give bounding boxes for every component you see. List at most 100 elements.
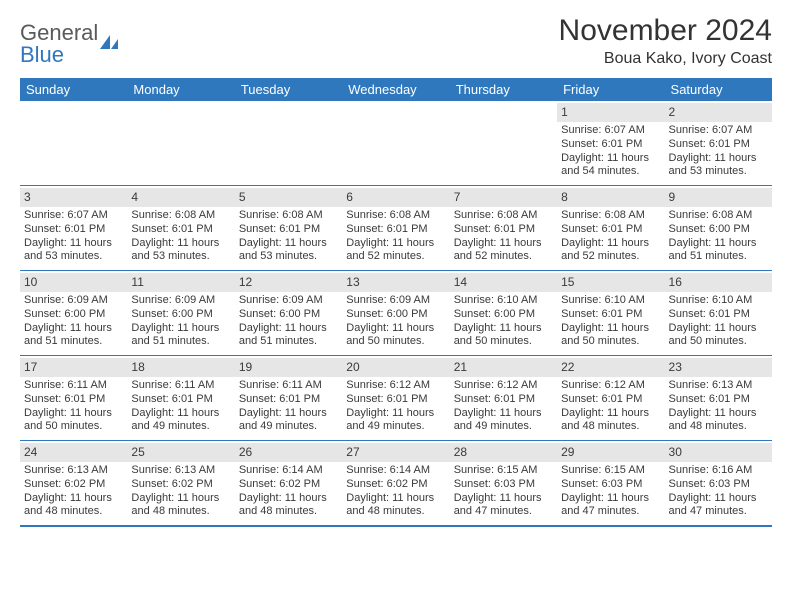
daylight-line: Daylight: 11 hours and 47 minutes. [561,492,660,520]
calendar-cell: 17Sunrise: 6:11 AMSunset: 6:01 PMDayligh… [20,356,127,441]
sunset-line: Sunset: 6:01 PM [669,393,768,407]
calendar-row: 3Sunrise: 6:07 AMSunset: 6:01 PMDaylight… [20,186,772,271]
calendar-cell: 30Sunrise: 6:16 AMSunset: 6:03 PMDayligh… [665,441,772,527]
daylight-line: Daylight: 11 hours and 52 minutes. [346,237,445,265]
sunset-line: Sunset: 6:00 PM [239,308,338,322]
sunrise-line: Sunrise: 6:08 AM [669,209,768,223]
calendar-cell: 2Sunrise: 6:07 AMSunset: 6:01 PMDaylight… [665,101,772,186]
sunrise-line: Sunrise: 6:13 AM [669,379,768,393]
sunrise-line: Sunrise: 6:07 AM [669,124,768,138]
page-title: November 2024 [559,14,772,48]
daylight-line: Daylight: 11 hours and 48 minutes. [561,407,660,435]
sunset-line: Sunset: 6:00 PM [24,308,123,322]
sunset-line: Sunset: 6:01 PM [346,393,445,407]
day-number: 1 [557,103,664,122]
calendar-cell: 28Sunrise: 6:15 AMSunset: 6:03 PMDayligh… [450,441,557,527]
sunrise-line: Sunrise: 6:10 AM [561,294,660,308]
day-number: 3 [20,188,127,207]
sunset-line: Sunset: 6:01 PM [561,393,660,407]
day-number: 7 [450,188,557,207]
sunrise-line: Sunrise: 6:14 AM [346,464,445,478]
calendar-cell: 26Sunrise: 6:14 AMSunset: 6:02 PMDayligh… [235,441,342,527]
calendar-row: 10Sunrise: 6:09 AMSunset: 6:00 PMDayligh… [20,271,772,356]
sunset-line: Sunset: 6:01 PM [24,393,123,407]
day-number: 24 [20,443,127,462]
sunrise-line: Sunrise: 6:08 AM [131,209,230,223]
day-number: 21 [450,358,557,377]
sunset-line: Sunset: 6:03 PM [561,478,660,492]
sunrise-line: Sunrise: 6:16 AM [669,464,768,478]
sunrise-line: Sunrise: 6:08 AM [239,209,338,223]
sunrise-line: Sunrise: 6:10 AM [669,294,768,308]
sunrise-line: Sunrise: 6:10 AM [454,294,553,308]
brand-line2: Blue [20,44,64,66]
day-number: 23 [665,358,772,377]
calendar-header-row: SundayMondayTuesdayWednesdayThursdayFrid… [20,78,772,101]
sunset-line: Sunset: 6:01 PM [561,308,660,322]
daylight-line: Daylight: 11 hours and 49 minutes. [454,407,553,435]
sunset-line: Sunset: 6:00 PM [454,308,553,322]
sunrise-line: Sunrise: 6:07 AM [24,209,123,223]
daylight-line: Daylight: 11 hours and 50 minutes. [669,322,768,350]
daylight-line: Daylight: 11 hours and 51 minutes. [24,322,123,350]
sunset-line: Sunset: 6:00 PM [669,223,768,237]
calendar-cell: 8Sunrise: 6:08 AMSunset: 6:01 PMDaylight… [557,186,664,271]
calendar-cell: 15Sunrise: 6:10 AMSunset: 6:01 PMDayligh… [557,271,664,356]
daylight-line: Daylight: 11 hours and 48 minutes. [669,407,768,435]
calendar-cell: . [450,101,557,186]
sunrise-line: Sunrise: 6:14 AM [239,464,338,478]
day-number: 20 [342,358,449,377]
daylight-line: Daylight: 11 hours and 50 minutes. [24,407,123,435]
calendar-cell: 19Sunrise: 6:11 AMSunset: 6:01 PMDayligh… [235,356,342,441]
day-number: 30 [665,443,772,462]
daylight-line: Daylight: 11 hours and 53 minutes. [131,237,230,265]
calendar-row: 17Sunrise: 6:11 AMSunset: 6:01 PMDayligh… [20,356,772,441]
day-number: 15 [557,273,664,292]
sunrise-line: Sunrise: 6:11 AM [239,379,338,393]
calendar-cell: 9Sunrise: 6:08 AMSunset: 6:00 PMDaylight… [665,186,772,271]
day-number: 5 [235,188,342,207]
calendar-cell: 7Sunrise: 6:08 AMSunset: 6:01 PMDaylight… [450,186,557,271]
sunset-line: Sunset: 6:01 PM [346,223,445,237]
title-block: November 2024 Boua Kako, Ivory Coast [559,14,772,68]
daylight-line: Daylight: 11 hours and 48 minutes. [131,492,230,520]
dayname-sunday: Sunday [20,78,127,101]
day-number: 22 [557,358,664,377]
sunrise-line: Sunrise: 6:09 AM [131,294,230,308]
calendar-body: .....1Sunrise: 6:07 AMSunset: 6:01 PMDay… [20,101,772,526]
daylight-line: Daylight: 11 hours and 48 minutes. [346,492,445,520]
daylight-line: Daylight: 11 hours and 50 minutes. [454,322,553,350]
daylight-line: Daylight: 11 hours and 52 minutes. [561,237,660,265]
calendar-cell: 27Sunrise: 6:14 AMSunset: 6:02 PMDayligh… [342,441,449,527]
day-number: 28 [450,443,557,462]
sunset-line: Sunset: 6:01 PM [131,393,230,407]
day-number: 10 [20,273,127,292]
daylight-line: Daylight: 11 hours and 51 minutes. [131,322,230,350]
daylight-line: Daylight: 11 hours and 50 minutes. [346,322,445,350]
sunset-line: Sunset: 6:01 PM [669,138,768,152]
day-number: 16 [665,273,772,292]
day-number: 13 [342,273,449,292]
calendar-cell: . [342,101,449,186]
sunrise-line: Sunrise: 6:12 AM [561,379,660,393]
day-number: 29 [557,443,664,462]
daylight-line: Daylight: 11 hours and 52 minutes. [454,237,553,265]
sunrise-line: Sunrise: 6:09 AM [239,294,338,308]
sunrise-line: Sunrise: 6:13 AM [131,464,230,478]
daylight-line: Daylight: 11 hours and 47 minutes. [669,492,768,520]
sunrise-line: Sunrise: 6:12 AM [346,379,445,393]
sunrise-line: Sunrise: 6:11 AM [24,379,123,393]
sunset-line: Sunset: 6:02 PM [346,478,445,492]
calendar-cell: 6Sunrise: 6:08 AMSunset: 6:01 PMDaylight… [342,186,449,271]
sunrise-line: Sunrise: 6:09 AM [346,294,445,308]
calendar-cell: 29Sunrise: 6:15 AMSunset: 6:03 PMDayligh… [557,441,664,527]
calendar-cell: 12Sunrise: 6:09 AMSunset: 6:00 PMDayligh… [235,271,342,356]
calendar-cell: 16Sunrise: 6:10 AMSunset: 6:01 PMDayligh… [665,271,772,356]
dayname-tuesday: Tuesday [235,78,342,101]
dayname-thursday: Thursday [450,78,557,101]
calendar-cell: 4Sunrise: 6:08 AMSunset: 6:01 PMDaylight… [127,186,234,271]
daylight-line: Daylight: 11 hours and 54 minutes. [561,152,660,180]
sunset-line: Sunset: 6:00 PM [346,308,445,322]
day-number: 18 [127,358,234,377]
dayname-monday: Monday [127,78,234,101]
